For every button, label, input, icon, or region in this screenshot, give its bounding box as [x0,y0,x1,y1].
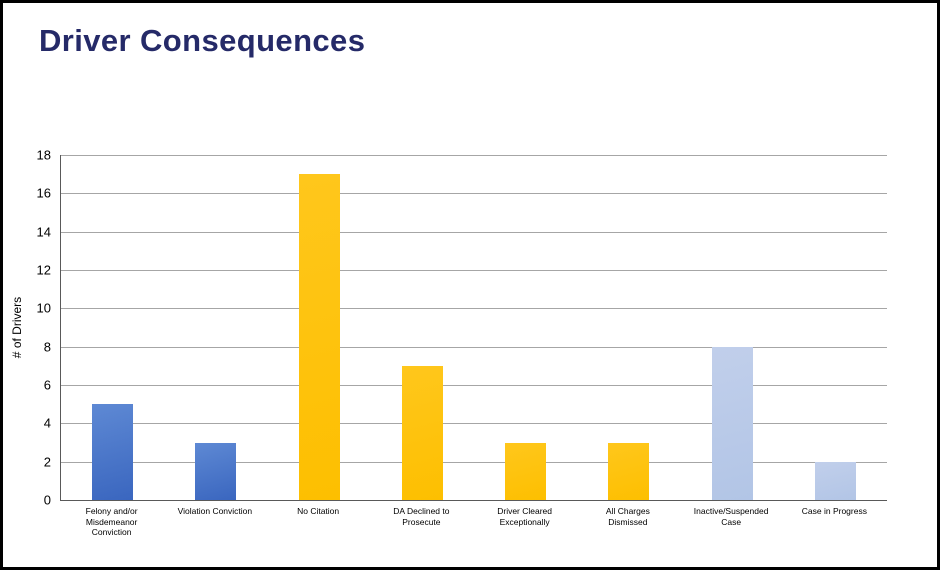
y-tick-label: 16 [36,185,51,201]
bar [505,442,547,500]
gridline [61,155,887,156]
x-axis-label: Felony and/or Misdemeanor Conviction [85,506,138,537]
bar [92,404,134,500]
x-axis-label: DA Declined to Prosecute [393,506,450,527]
bar [814,461,856,500]
x-axis-label: No Citation [297,506,340,516]
gridline [61,461,887,463]
bar-slot [474,155,577,500]
y-tick-label: 6 [43,377,51,393]
y-axis-tick-labels: 0 2 4 6 8 10 12 14 16 18 [3,149,51,507]
gridline [61,231,887,233]
x-axis-label: Driver Cleared Exceptionally [497,506,553,527]
bar-slot [681,155,784,500]
bar [195,442,237,500]
gridline [61,308,887,310]
x-axis-label: Inactive/Suspended Case [693,506,769,527]
bar-slot [164,155,267,500]
y-tick-label: 10 [36,300,51,316]
bar-slot [784,155,887,500]
bar-slot [61,155,164,500]
y-tick-label: 4 [43,415,51,431]
gridline [61,423,887,425]
bar [608,442,650,500]
y-tick-label: 14 [36,224,51,240]
bar-slot [577,155,680,500]
bars-layer [61,155,887,500]
bar-slot [268,155,371,500]
bar [401,365,443,500]
gridline [61,193,887,195]
y-tick-label: 0 [43,492,51,508]
y-tick-label: 8 [43,339,51,355]
y-tick-label: 18 [36,147,51,163]
x-axis-label: Case in Progress [801,506,867,516]
x-axis-label: Violation Conviction [177,506,253,516]
gridline [61,270,887,272]
bar-slot [371,155,474,500]
chart-title: Driver Consequences [39,23,366,58]
gridline [61,385,887,387]
plot-area [60,155,887,501]
x-axis-labels: Felony and/or Misdemeanor Conviction Viol… [60,506,886,538]
bar [298,174,340,500]
y-tick-label: 2 [43,454,51,470]
bar [711,346,753,500]
x-axis-label: All Charges Dismissed [605,506,650,527]
gridline [61,346,887,348]
y-tick-label: 12 [36,262,51,278]
